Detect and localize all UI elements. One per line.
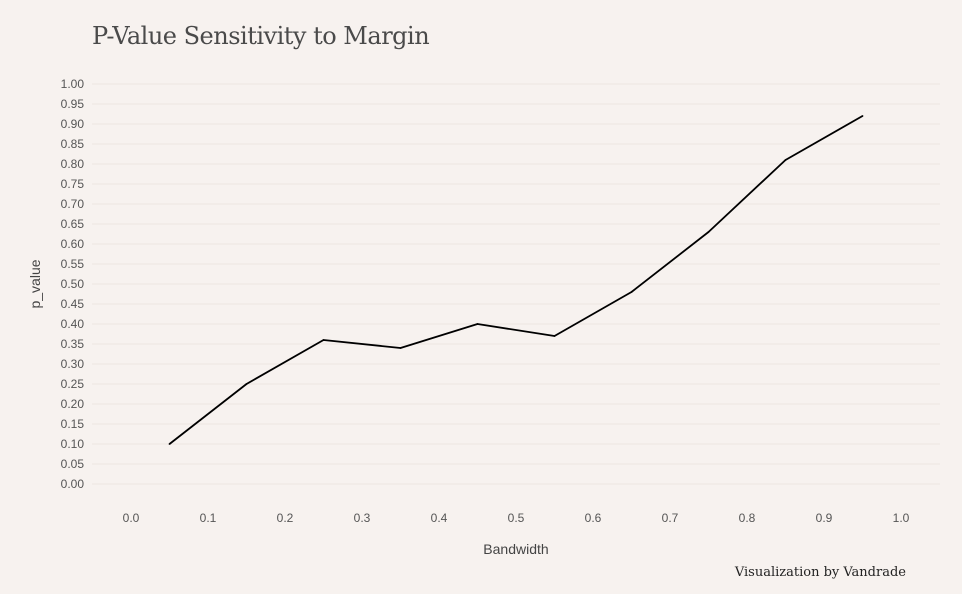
x-tick-label: 0.6 bbox=[585, 511, 602, 525]
x-tick-label: 0.7 bbox=[662, 511, 679, 525]
y-axis-label: p_value bbox=[27, 259, 43, 308]
y-tick-label: 0.75 bbox=[61, 177, 85, 191]
y-tick-label: 0.25 bbox=[61, 377, 85, 391]
y-tick-label: 0.70 bbox=[61, 197, 85, 211]
data-point bbox=[245, 383, 248, 385]
y-tick-label: 0.30 bbox=[61, 357, 85, 371]
data-point bbox=[784, 159, 787, 161]
data-point bbox=[322, 339, 325, 341]
data-point bbox=[476, 323, 479, 325]
data-point bbox=[630, 291, 633, 293]
x-tick-label: 0.3 bbox=[354, 511, 371, 525]
y-tick-label: 0.15 bbox=[61, 417, 85, 431]
series-group bbox=[168, 115, 864, 445]
x-tick-label: 0.2 bbox=[277, 511, 294, 525]
data-point bbox=[553, 335, 556, 337]
y-tick-label: 0.95 bbox=[61, 97, 85, 111]
data-point bbox=[168, 443, 171, 445]
y-tick-label: 0.60 bbox=[61, 237, 85, 251]
data-point bbox=[707, 231, 710, 233]
y-tick-label: 0.10 bbox=[61, 437, 85, 451]
x-tick-label: 0.0 bbox=[123, 511, 140, 525]
chart-title: P-Value Sensitivity to Margin bbox=[92, 22, 430, 50]
x-tick-label: 0.1 bbox=[200, 511, 217, 525]
y-tick-label: 0.45 bbox=[61, 297, 85, 311]
data-point bbox=[861, 115, 864, 117]
y-axis-ticks: 0.00 0.05 0.10 0.15 0.20 0.25 0.30 0.35 0.40 0.45… bbox=[61, 77, 85, 491]
x-tick-label: 0.9 bbox=[816, 511, 833, 525]
x-tick-label: 0.5 bbox=[508, 511, 525, 525]
series-line bbox=[168, 115, 863, 445]
y-tick-label: 0.50 bbox=[61, 277, 85, 291]
y-tick-label: 0.85 bbox=[61, 137, 85, 151]
y-tick-label: 0.20 bbox=[61, 397, 85, 411]
y-tick-label: 0.35 bbox=[61, 337, 85, 351]
x-tick-label: 1.0 bbox=[893, 511, 910, 525]
attribution-caption: Visualization by Vandrade bbox=[734, 565, 906, 580]
y-tick-label: 0.00 bbox=[61, 477, 85, 491]
x-tick-label: 0.8 bbox=[739, 511, 756, 525]
data-point bbox=[399, 347, 402, 349]
y-tick-label: 0.65 bbox=[61, 217, 85, 231]
x-axis-ticks: 0.0 0.1 0.2 0.3 0.4 0.5 0.6 0.7 0.8 0.9 1.0 bbox=[123, 511, 910, 525]
y-tick-label: 0.80 bbox=[61, 157, 85, 171]
x-tick-label: 0.4 bbox=[431, 511, 448, 525]
y-tick-label: 1.00 bbox=[61, 77, 85, 91]
y-tick-label: 0.40 bbox=[61, 317, 85, 331]
grid-lines bbox=[92, 83, 940, 485]
y-tick-label: 0.90 bbox=[61, 117, 85, 131]
y-tick-label: 0.05 bbox=[61, 457, 85, 471]
y-tick-label: 0.55 bbox=[61, 257, 85, 271]
x-axis-label: Bandwidth bbox=[483, 541, 548, 557]
